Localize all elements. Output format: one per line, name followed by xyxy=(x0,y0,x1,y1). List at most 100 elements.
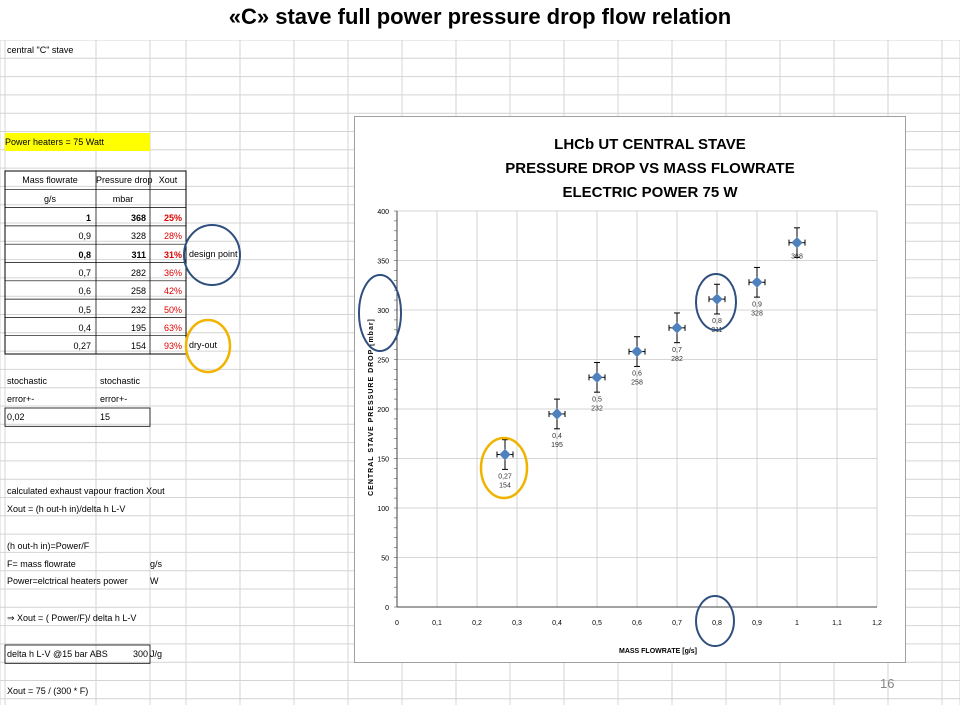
x-tick-label: 0,4 xyxy=(552,620,562,627)
data-point xyxy=(631,345,643,358)
design-point-note: design point xyxy=(189,249,238,259)
table-cell-flow: 0,8 xyxy=(78,249,91,260)
data-label: 0,27 xyxy=(498,474,512,481)
data-label: 328 xyxy=(751,310,763,317)
table-cell-flow: 0,27 xyxy=(73,341,91,352)
page-number: 16 xyxy=(880,676,895,691)
x-tick-label: 0,7 xyxy=(672,620,682,627)
table-cell-pressure: 195 xyxy=(130,322,146,333)
delta-value: 300 xyxy=(132,649,148,659)
delta-unit: J/g xyxy=(150,649,163,659)
calc-line-5-label: Power=elctrical heaters power xyxy=(7,576,128,586)
chart-title-line-3: ELECTRIC POWER 75 W xyxy=(562,184,738,201)
x-tick-label: 1,1 xyxy=(832,620,842,627)
data-label: 0,9 xyxy=(752,301,762,308)
calc-line-2: Xout = (h out-h in)/delta h L-V xyxy=(7,504,126,514)
y-tick-label: 100 xyxy=(377,506,389,513)
y-tick-label: 300 xyxy=(377,308,389,315)
header-mass-flowrate: Mass flowrate xyxy=(22,175,78,185)
xout-formula: Xout = 75 / (300 * F) xyxy=(7,686,89,696)
table-cell-pressure: 232 xyxy=(130,304,146,315)
table-cell-xout: 28% xyxy=(163,231,182,242)
y-tick-label: 150 xyxy=(377,457,389,464)
table-cell-xout: 93% xyxy=(163,341,182,352)
x-tick-label: 1,2 xyxy=(872,620,882,627)
data-label: 0,5 xyxy=(592,396,602,403)
x-tick-label: 0,2 xyxy=(472,620,482,627)
table-cell-pressure: 311 xyxy=(131,249,146,260)
table-cell-pressure: 154 xyxy=(130,341,146,352)
table-cell-pressure: 258 xyxy=(130,286,146,297)
calc-line-5-unit: W xyxy=(150,576,159,586)
y-tick-label: 400 xyxy=(377,209,389,216)
header-xout: Xout xyxy=(158,175,178,185)
data-label: 0,7 xyxy=(672,347,682,354)
table-cell-xout: 31% xyxy=(163,249,182,260)
table-cell-xout: 42% xyxy=(163,286,182,297)
chart-svg: LHCb UT CENTRAL STAVE PRESSURE DROP VS M… xyxy=(368,136,882,655)
data-label: 368 xyxy=(791,254,803,261)
chart-title-line-1: LHCb UT CENTRAL STAVE xyxy=(554,136,746,153)
data-label: 282 xyxy=(671,356,683,363)
y-tick-label: 0 xyxy=(385,605,389,612)
table-cell-flow: 0,9 xyxy=(78,231,91,242)
error-value-2: 15 xyxy=(100,412,111,422)
table-cell-xout: 25% xyxy=(163,213,182,223)
x-tick-label: 0 xyxy=(395,620,399,627)
chart-area[interactable]: LHCb UT CENTRAL STAVE PRESSURE DROP VS M… xyxy=(354,116,906,663)
table-cell-flow: 0,6 xyxy=(78,286,91,297)
dry-out-note: dry-out xyxy=(189,340,218,350)
data-point xyxy=(591,371,603,383)
data-label: 154 xyxy=(499,483,511,490)
calc-line-6: ⇒ Xout = ( Power/F)/ delta h L-V xyxy=(7,613,137,623)
table-cell-flow: 0,4 xyxy=(78,322,91,333)
error-label-1: error+- xyxy=(7,394,35,404)
y-tick-label: 200 xyxy=(377,407,389,414)
x-tick-label: 0,9 xyxy=(752,620,762,627)
calc-line-3: (h out-h in)=Power/F xyxy=(7,541,90,551)
table-cell-xout: 36% xyxy=(163,267,182,278)
stochastic-label-1: stochastic xyxy=(7,376,48,386)
calc-line-4-label: F= mass flowrate xyxy=(7,559,76,569)
table-cell-xout: 50% xyxy=(163,304,182,315)
calc-line-4-unit: g/s xyxy=(150,559,163,569)
data-point xyxy=(791,237,803,249)
error-label-2: error+- xyxy=(100,394,128,404)
data-label: 195 xyxy=(551,442,563,449)
error-value-1: 0,02 xyxy=(7,412,25,422)
x-tick-label: 0,6 xyxy=(632,620,642,627)
x-tick-label: 0,3 xyxy=(512,620,522,627)
data-label: 0,8 xyxy=(712,318,722,325)
data-label: 232 xyxy=(591,405,603,412)
data-label: 0,4 xyxy=(552,433,562,440)
table-cell-pressure: 328 xyxy=(130,231,146,242)
table-cell-flow: 1 xyxy=(85,213,91,223)
x-tick-label: 0,1 xyxy=(432,620,442,627)
calc-line-1: calculated exhaust vapour fraction Xout xyxy=(7,486,165,496)
x-tick-label: 1 xyxy=(795,620,799,627)
table-cell-pressure: 282 xyxy=(130,267,146,278)
unit-flow: g/s xyxy=(43,194,56,204)
table-cell-flow: 0,5 xyxy=(78,304,91,315)
data-point xyxy=(711,293,723,305)
table-cell-xout: 63% xyxy=(163,322,182,333)
unit-pressure: mbar xyxy=(112,194,134,204)
y-tick-label: 350 xyxy=(377,259,389,266)
data-point xyxy=(551,408,563,420)
data-label: 0,6 xyxy=(632,371,642,378)
sheet-title: central "C" stave xyxy=(7,45,74,55)
data-label: 311 xyxy=(711,327,722,334)
table-cell-pressure: 368 xyxy=(130,213,146,223)
y-tick-label: 50 xyxy=(381,556,389,563)
y-tick-label: 250 xyxy=(377,358,389,365)
x-axis-label: MASS FLOWRATE [g/s] xyxy=(619,648,697,655)
header-pressure-drop: Pressure drop xyxy=(96,175,153,185)
data-label: 258 xyxy=(631,380,643,387)
stochastic-label-2: stochastic xyxy=(100,376,141,386)
data-point xyxy=(751,276,763,288)
x-tick-label: 0,5 xyxy=(592,620,602,627)
power-label: Power heaters = 75 Watt xyxy=(5,133,150,151)
table-cell-flow: 0,7 xyxy=(78,267,91,278)
data-point xyxy=(671,322,683,334)
chart-title-line-2: PRESSURE DROP VS MASS FLOWRATE xyxy=(505,160,794,177)
